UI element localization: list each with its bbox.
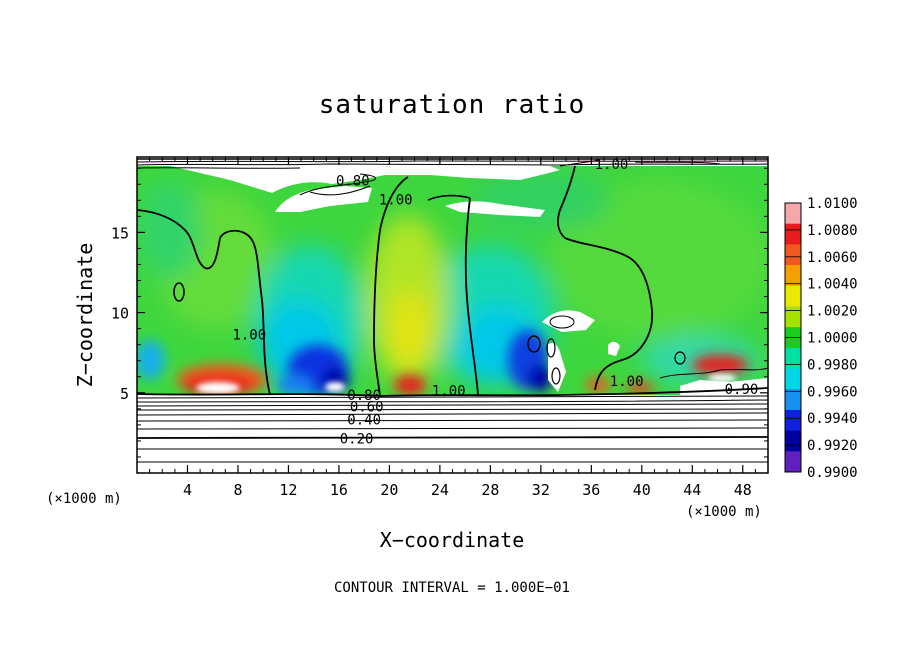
colorbar-swatch (785, 223, 801, 245)
y-axis-ticks: 5 10 15 (111, 167, 768, 458)
plot-area: 0.801.001.001.001.001.000.900.800.600.40… (137, 157, 768, 473)
y-tick-label: 5 (120, 385, 129, 403)
colorbar-swatch (785, 244, 801, 266)
x-tick-label: 16 (330, 481, 348, 499)
contour-label: 1.00 (232, 327, 266, 343)
colorbar-swatch (785, 409, 801, 432)
x-tick-label: 12 (279, 481, 297, 499)
x-tick-label: 20 (380, 481, 398, 499)
colorbar-swatch (785, 389, 801, 411)
x-tick-label: 32 (532, 481, 550, 499)
z-unit-label: (×1000 m) (46, 491, 122, 507)
y-tick-label: 10 (111, 305, 129, 323)
y-axis-label: Z−coordinate (73, 243, 97, 388)
contour-label: 1.00 (432, 383, 466, 399)
colorbar-swatch (785, 451, 801, 473)
colorbar-label: 0.9920 (807, 438, 858, 454)
x-axis-label: X−coordinate (380, 528, 525, 552)
x-tick-label: 28 (481, 481, 499, 499)
colorbar-label: 0.9960 (807, 384, 858, 400)
colorbar-swatch (785, 265, 801, 287)
colorbar-label: 0.9900 (807, 465, 858, 481)
contour-label: 0.80 (347, 388, 381, 404)
contour-label: 1.00 (610, 374, 644, 390)
colorbar-swatch (785, 347, 801, 370)
contour-labels: 0.801.001.001.001.001.000.900.800.600.40… (232, 157, 758, 447)
colorbar-swatch (785, 368, 801, 390)
colorbar-label: 1.0020 (807, 304, 858, 320)
x-tick-label: 4 (183, 481, 192, 499)
contour-label: 0.80 (336, 173, 370, 189)
contour-label: 0.60 (350, 399, 384, 415)
contour-interval-note: CONTOUR INTERVAL = 1.000E−01 (334, 580, 570, 596)
x-tick-label: 8 (233, 481, 242, 499)
colorbar-swatch (785, 306, 801, 328)
colorbar: 1.0100 1.0080 1.0060 1.0040 1.0020 1.0000 0.99… (784, 196, 858, 481)
colorbar-label: 1.0040 (807, 277, 858, 293)
contour-label: 1.00 (379, 193, 413, 209)
colorbar-swatch (785, 285, 801, 307)
y-tick-label: 15 (111, 224, 129, 242)
saturation-field (137, 166, 768, 395)
x-tick-label: 40 (633, 481, 651, 499)
x-tick-label: 36 (582, 481, 600, 499)
contour-label: 0.90 (725, 382, 759, 398)
x-tick-label: 48 (734, 481, 752, 499)
contour-label: 1.00 (595, 157, 629, 173)
chart-title: saturation ratio (319, 90, 585, 120)
x-unit-label: (×1000 m) (686, 504, 762, 520)
colorbar-label: 0.9940 (807, 411, 858, 427)
colorbar-swatch (785, 203, 801, 225)
colorbar-label: 0.9980 (807, 357, 858, 373)
colorbar-label: 1.0080 (807, 223, 858, 239)
contour-lines (137, 158, 768, 463)
contour-label: 0.40 (347, 412, 381, 428)
colorbar-swatch (785, 430, 801, 452)
x-tick-label: 24 (431, 481, 449, 499)
contour-label: 0.20 (340, 432, 374, 448)
x-axis-ticks: 4 8 12 16 20 24 28 32 36 40 44 48 (149, 157, 756, 499)
colorbar-label: 1.0000 (807, 331, 858, 347)
colorbar-label: 1.0060 (807, 250, 858, 266)
colorbar-label: 1.0100 (807, 196, 858, 212)
x-tick-label: 44 (683, 481, 701, 499)
